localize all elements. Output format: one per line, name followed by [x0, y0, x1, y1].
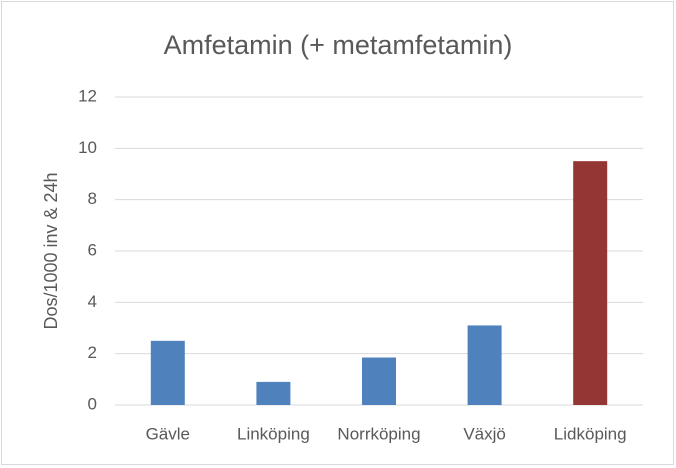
chart-title: Amfetamin (+ metamfetamin): [164, 30, 513, 60]
y-tick-label: 4: [88, 292, 97, 311]
y-tick-label: 8: [88, 189, 97, 208]
bar: [573, 161, 608, 405]
y-tick-label: 10: [78, 138, 97, 157]
y-tick-label: 0: [88, 394, 97, 413]
x-tick-label: Växjö: [463, 424, 506, 443]
x-tick-label: Gävle: [146, 424, 190, 443]
x-tick-label: Norrköping: [337, 424, 420, 443]
y-tick-label: 6: [88, 240, 97, 259]
x-tick-label: Lidköping: [554, 424, 627, 443]
y-tick-label: 12: [78, 86, 97, 105]
bar: [256, 381, 291, 405]
x-tick-label: Linköping: [237, 424, 310, 443]
y-axis-label: Dos/1000 inv & 24h: [41, 172, 61, 329]
bar: [362, 357, 396, 405]
bar: [467, 325, 502, 405]
y-tick-label: 2: [88, 343, 97, 362]
bar: [150, 340, 185, 405]
